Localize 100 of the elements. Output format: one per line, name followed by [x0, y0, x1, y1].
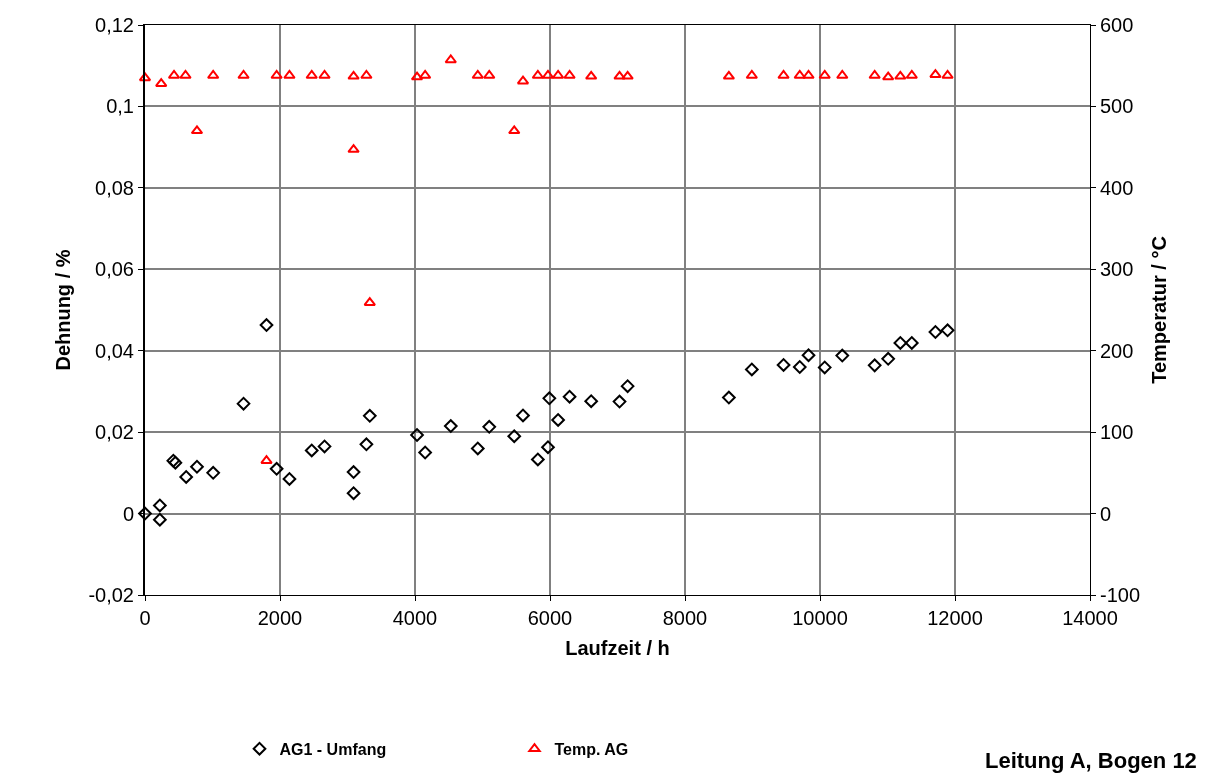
y2-tick-label: 300 — [1100, 258, 1134, 281]
y-tick-label: 0,06 — [95, 258, 134, 281]
point — [904, 336, 919, 350]
point — [777, 69, 790, 79]
point — [410, 428, 424, 442]
point — [270, 69, 283, 79]
point — [346, 486, 361, 501]
point — [282, 472, 297, 486]
point — [304, 443, 319, 458]
point — [745, 69, 759, 79]
y-tick-label: 0,12 — [95, 14, 134, 36]
point — [236, 396, 251, 411]
legend-label: AG1 - Umfang — [279, 740, 387, 758]
point — [206, 69, 220, 79]
point — [179, 69, 192, 79]
point — [359, 437, 374, 452]
x-tick-label: 12000 — [927, 607, 983, 629]
point — [792, 360, 807, 374]
point — [621, 70, 634, 80]
point — [940, 323, 955, 338]
point — [516, 75, 530, 85]
point — [167, 69, 181, 79]
x-tick-label: 8000 — [662, 607, 708, 629]
text: Leitung A, Bogen 12 — [985, 748, 1197, 773]
point — [531, 452, 545, 467]
y-tick-label: 0,04 — [95, 339, 134, 362]
point — [418, 445, 432, 460]
point — [153, 512, 167, 527]
point — [483, 69, 496, 79]
point — [206, 466, 221, 480]
point — [836, 69, 849, 79]
point — [360, 69, 373, 79]
point — [893, 336, 908, 350]
point — [551, 413, 565, 427]
point — [179, 470, 194, 484]
point — [613, 70, 626, 80]
point — [531, 69, 545, 79]
point — [153, 498, 167, 513]
point — [776, 358, 791, 372]
point — [928, 325, 943, 339]
x-tick-label: 2000 — [257, 607, 303, 629]
point — [881, 352, 896, 366]
y-axis-title: Dehnung / % — [52, 249, 75, 371]
point — [190, 459, 204, 474]
point — [894, 70, 907, 80]
point — [722, 390, 736, 405]
point — [237, 69, 250, 79]
point — [138, 72, 152, 82]
point — [305, 69, 318, 79]
point — [941, 69, 954, 79]
legend-label: Temp. AG — [554, 740, 629, 758]
point — [444, 54, 457, 64]
x-axis-title: Laufzeit / h — [565, 636, 670, 659]
point — [542, 391, 557, 406]
point — [563, 69, 576, 79]
point — [508, 125, 521, 135]
y2-tick-label: 400 — [1100, 176, 1134, 199]
point — [471, 69, 484, 79]
point — [868, 69, 881, 79]
point — [551, 69, 565, 79]
point — [905, 69, 918, 79]
point — [190, 125, 204, 135]
point — [418, 69, 432, 79]
point — [259, 318, 274, 332]
point — [410, 71, 424, 81]
point — [801, 348, 816, 363]
point — [470, 441, 485, 456]
point — [612, 394, 627, 409]
point — [562, 389, 577, 404]
point — [283, 69, 296, 79]
y2-tick-label: 0 — [1100, 502, 1112, 525]
y2-tick-label: 500 — [1100, 95, 1134, 118]
point — [584, 70, 598, 80]
point — [541, 440, 555, 455]
point — [443, 419, 458, 433]
point — [362, 409, 377, 423]
point — [722, 70, 736, 80]
point — [317, 439, 332, 454]
point — [744, 362, 759, 377]
x-tick-label: 10000 — [792, 607, 848, 629]
point — [881, 71, 895, 81]
point — [347, 70, 360, 80]
point — [817, 360, 832, 375]
y-tick-label: 0,02 — [95, 421, 134, 444]
x-tick-label: 14000 — [1062, 607, 1118, 629]
point — [802, 69, 815, 79]
y2-tick-label: 100 — [1100, 421, 1134, 444]
point — [867, 358, 882, 373]
point — [482, 420, 497, 434]
point — [138, 506, 152, 521]
point — [318, 69, 331, 79]
y2-tick-label: -100 — [1100, 584, 1141, 606]
point — [793, 69, 806, 79]
y-tick-label: 0,1 — [106, 95, 134, 118]
y2-axis-title: Temperatur / °C — [1147, 236, 1170, 384]
point — [835, 348, 850, 363]
x-tick-label: 4000 — [392, 607, 438, 629]
point — [818, 69, 831, 79]
point — [620, 379, 635, 393]
point — [584, 394, 599, 409]
